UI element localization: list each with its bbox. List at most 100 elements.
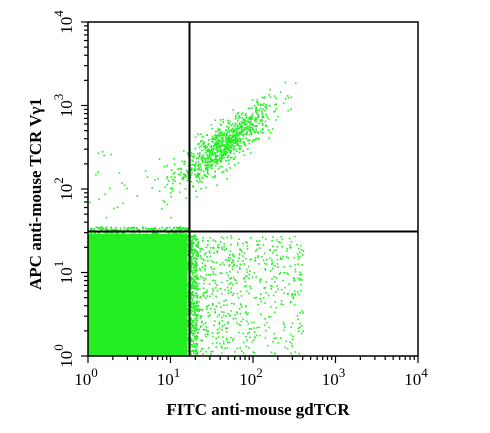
- event-population-1-event: [195, 262, 197, 264]
- event-population-1-event: [187, 350, 189, 353]
- event-population-3-event: [193, 248, 196, 251]
- event-population-3-event: [207, 315, 210, 317]
- event-population-2-event: [234, 164, 236, 166]
- event-population-2-event: [213, 145, 215, 147]
- event-population-2-event: [224, 153, 227, 156]
- event-population-2-event: [237, 162, 240, 164]
- event-population-2-event: [237, 134, 239, 137]
- event-population-3-event: [223, 249, 225, 251]
- event-population-2-event: [233, 131, 235, 133]
- event-population-3-event: [221, 262, 224, 264]
- event-population-1-event: [196, 336, 198, 339]
- event-population-3-event: [194, 249, 196, 252]
- event-population-2-event: [238, 145, 241, 148]
- event-population-1-event: [194, 338, 197, 341]
- event-population-4-event: [183, 160, 185, 163]
- event-population-2-event: [195, 190, 197, 192]
- event-population-3-event: [205, 335, 207, 338]
- event-population-1-event: [197, 288, 199, 290]
- event-population-1-event: [187, 320, 189, 322]
- event-population-1-event: [96, 233, 98, 236]
- event-population-2-event: [264, 120, 267, 123]
- event-population-2-event: [222, 118, 225, 121]
- event-population-2-event: [246, 123, 248, 125]
- event-population-2-event: [208, 143, 210, 145]
- event-population-1-event: [194, 324, 197, 327]
- event-population-1-event: [186, 246, 188, 248]
- event-population-2-event: [264, 124, 267, 127]
- event-population-3-event: [264, 262, 266, 265]
- event-population-1-event: [195, 317, 198, 319]
- event-population-2-event: [243, 154, 246, 156]
- event-population-1-event: [137, 234, 139, 237]
- event-population-2-event: [241, 122, 244, 124]
- event-population-3-event: [203, 279, 205, 281]
- event-population-2-event: [238, 122, 240, 125]
- event-population-3-event: [301, 254, 304, 256]
- event-population-3-event: [247, 332, 249, 335]
- event-population-2-event: [250, 120, 252, 123]
- event-population-3-event: [191, 324, 194, 327]
- event-population-3-event: [204, 277, 207, 280]
- event-population-4-event: [170, 216, 172, 219]
- event-population-3-event: [233, 263, 236, 266]
- event-population-2-event: [216, 145, 218, 147]
- event-population-3-event: [274, 352, 277, 355]
- event-population-2-event: [185, 197, 187, 199]
- event-population-3-event: [253, 352, 256, 354]
- event-population-2-event: [198, 168, 200, 171]
- event-population-3-event: [199, 296, 201, 299]
- event-population-1-event: [155, 233, 157, 235]
- event-population-2-event: [219, 156, 221, 159]
- event-population-3-event: [294, 271, 297, 273]
- event-population-2-event: [222, 144, 224, 147]
- event-population-1-event: [175, 233, 178, 236]
- event-population-2-event: [262, 108, 264, 111]
- event-population-2-event: [210, 159, 213, 161]
- event-population-3-event: [293, 277, 296, 280]
- event-population-2-event: [270, 131, 272, 134]
- event-population-2-event: [197, 176, 200, 178]
- event-population-1-event: [194, 347, 197, 349]
- event-population-2-event: [275, 119, 277, 121]
- event-population-3-event: [213, 268, 215, 270]
- event-population-1-event: [115, 233, 117, 235]
- event-population-3-event: [237, 244, 239, 247]
- event-population-2-event: [236, 138, 238, 141]
- event-population-3-event: [289, 244, 291, 247]
- event-population-1-event: [156, 228, 159, 231]
- event-population-3-event: [197, 305, 200, 307]
- event-population-3-event: [283, 272, 285, 274]
- event-population-2-event: [217, 127, 219, 130]
- event-population-2-event: [204, 162, 207, 164]
- event-population-3-event: [230, 243, 232, 246]
- event-population-1-event: [167, 233, 170, 235]
- event-population-1-event: [191, 310, 193, 312]
- event-population-2-event: [232, 135, 234, 137]
- event-population-1-event: [185, 305, 188, 307]
- event-population-3-event: [262, 297, 265, 299]
- event-population-3-event: [221, 319, 224, 322]
- event-population-2-event: [217, 143, 219, 146]
- event-population-1-event: [148, 228, 151, 230]
- event-population-1-event: [186, 325, 189, 328]
- event-population-3-event: [294, 292, 296, 295]
- event-population-1-event: [193, 276, 195, 278]
- event-population-3-event: [246, 275, 248, 278]
- event-population-3-event: [240, 320, 243, 323]
- event-population-2-event: [197, 173, 200, 175]
- event-population-2-event: [183, 173, 185, 175]
- event-population-3-event: [231, 268, 234, 271]
- event-population-3-event: [220, 281, 223, 283]
- event-population-1-event: [196, 319, 198, 321]
- event-population-3-event: [218, 323, 221, 325]
- event-population-1-event: [132, 226, 135, 229]
- event-population-3-event: [259, 334, 261, 337]
- event-population-2-event: [225, 139, 228, 142]
- event-population-3-event: [191, 247, 193, 249]
- event-population-2-event: [287, 109, 289, 112]
- event-population-3-event: [297, 318, 299, 320]
- event-population-2-event: [171, 187, 174, 190]
- event-population-2-event: [215, 135, 217, 137]
- event-population-1-event: [190, 235, 193, 238]
